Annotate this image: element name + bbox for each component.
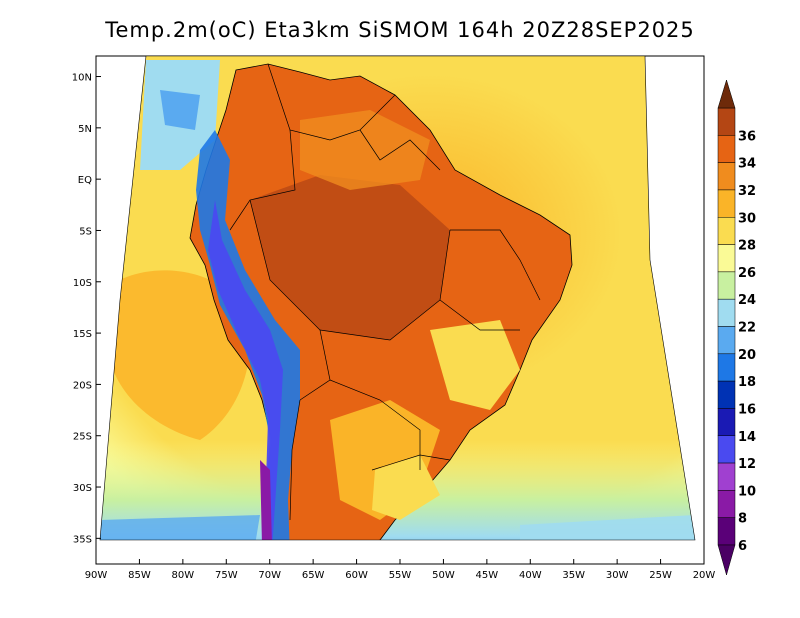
colorbar-label: 30 xyxy=(738,211,756,226)
lon-tick-label: 80W xyxy=(172,570,195,581)
longitude-axis: 90W 85W 80W 75W 70W 65W 60W 55W 50W 45W 40W 35W 30W 2… xyxy=(85,559,716,581)
colorbar-band xyxy=(717,353,736,382)
north-warm-area xyxy=(300,110,430,190)
colorbar-band xyxy=(717,298,736,327)
colorbar-label: 16 xyxy=(738,402,756,417)
andes-coldest-area xyxy=(260,460,272,540)
colorbar-label: 20 xyxy=(738,348,756,363)
lat-tick-label: 25S xyxy=(73,432,92,443)
border-brazil-states xyxy=(450,229,541,301)
colorbar-band xyxy=(717,135,736,163)
colorbar-label: 34 xyxy=(738,157,756,172)
pacific-warm-area xyxy=(110,270,251,440)
lon-tick-label: 55W xyxy=(389,570,412,581)
colorbar-label: 18 xyxy=(738,375,756,390)
colorbar-band xyxy=(717,107,736,136)
southeast-warm-area xyxy=(430,320,520,410)
lat-tick-label: 10S xyxy=(73,278,92,289)
colorbar-label: 8 xyxy=(738,512,747,527)
map-title: Temp.2m(oC) Eta3km SiSMOM 164h 20Z28SEP2… xyxy=(105,18,695,42)
lon-tick-label: 30W xyxy=(606,570,629,581)
colorbar-label: 22 xyxy=(738,321,756,336)
lon-tick-label: 50W xyxy=(432,570,455,581)
lon-tick-label: 65W xyxy=(302,570,325,581)
colorbar-label: 6 xyxy=(738,539,747,554)
colorbar-band xyxy=(717,490,736,518)
temperature-colorbar: 6 8 10 12 14 16 18 20 22 24 26 28 30 32 34 36 xyxy=(717,79,756,576)
lat-tick-label: 5N xyxy=(78,124,92,135)
south-atlantic-cool xyxy=(520,515,695,540)
lon-tick-label: 25W xyxy=(649,570,672,581)
colorbar-band xyxy=(717,462,736,491)
border-colombia-venezuela xyxy=(267,63,396,141)
temperature-field xyxy=(100,56,695,540)
colorbar-band xyxy=(717,244,736,273)
latitude-axis: 10N 5N EQ 5S 10S 15S 20S 25S 30S 35S xyxy=(72,73,101,545)
lat-tick-label: 20S xyxy=(73,380,92,391)
lon-tick-label: 45W xyxy=(476,570,499,581)
colorbar-band xyxy=(717,380,736,409)
colorbar-band xyxy=(717,326,736,355)
andes-cold-core xyxy=(208,200,283,540)
colorbar-label: 10 xyxy=(738,484,756,499)
lon-tick-label: 40W xyxy=(519,570,542,581)
lat-tick-label: 35S xyxy=(73,534,92,545)
colorbar-band xyxy=(717,217,736,245)
lon-tick-label: 60W xyxy=(345,570,368,581)
colorbar-label: 24 xyxy=(738,293,756,308)
border-bolivia-brazil xyxy=(319,229,451,341)
colorbar-band xyxy=(717,271,736,300)
lat-tick-label: 5S xyxy=(79,226,92,237)
colorbar-label: 36 xyxy=(738,129,756,144)
colorbar-label: 14 xyxy=(738,430,756,445)
lon-tick-label: 90W xyxy=(85,570,108,581)
colorbar-label: 26 xyxy=(738,266,756,281)
lat-tick-label: 30S xyxy=(73,483,92,494)
border-chile-argentina xyxy=(289,399,301,521)
colorbar-band xyxy=(717,408,736,436)
border-guianas xyxy=(359,129,441,171)
border-uruguay xyxy=(371,454,451,471)
domain-outline xyxy=(99,55,696,541)
colorbar-band xyxy=(717,517,736,546)
lon-tick-label: 70W xyxy=(258,570,281,581)
colorbar-band xyxy=(717,162,736,191)
lat-tick-label: 10N xyxy=(72,73,92,84)
lon-tick-label: 20W xyxy=(693,570,716,581)
lon-tick-label: 75W xyxy=(215,570,238,581)
colorbar-band xyxy=(717,189,736,218)
colorbar-label: 32 xyxy=(738,184,756,199)
colorbar-band xyxy=(717,435,736,464)
lon-tick-label: 85W xyxy=(128,570,151,581)
border-brazil-states-2 xyxy=(439,299,520,331)
south-pacific-cool xyxy=(100,515,260,540)
lon-tick-label: 35W xyxy=(562,570,585,581)
border-paraguay-argentina xyxy=(329,379,421,470)
country-borders xyxy=(229,63,541,521)
colorbar-top-arrow xyxy=(717,79,736,109)
colorbar-bottom-arrow xyxy=(717,544,736,576)
colorbar-label: 28 xyxy=(738,239,756,254)
lat-tick-label: 15S xyxy=(73,329,92,340)
uruguay-area xyxy=(372,455,440,520)
pacific-cool-core xyxy=(160,90,200,130)
lat-tick-label: EQ xyxy=(78,175,92,186)
border-colombia-peru xyxy=(229,129,296,231)
colorbar-label: 12 xyxy=(738,457,756,472)
amazon-hot-core xyxy=(250,175,450,340)
